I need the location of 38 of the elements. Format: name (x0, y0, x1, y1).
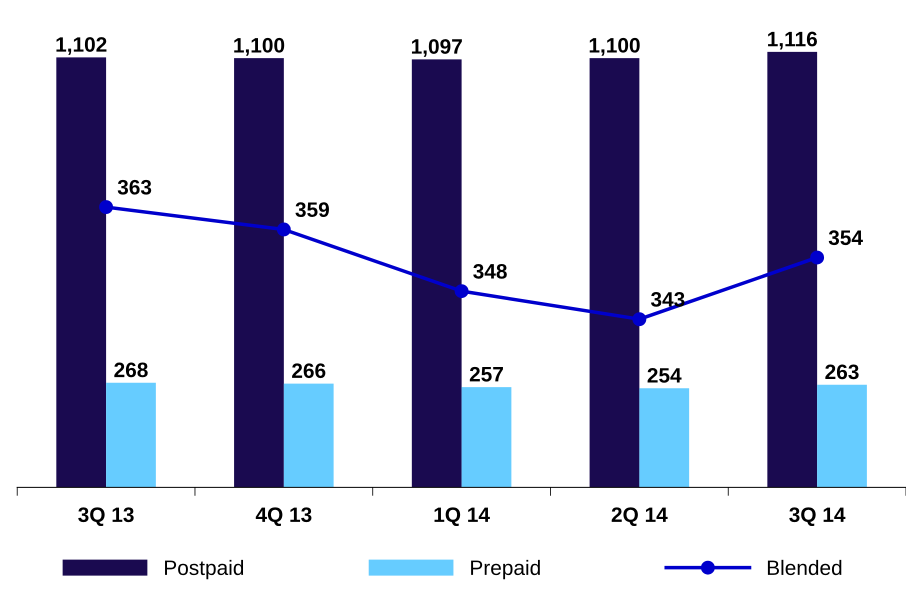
data-label: 268 (114, 362, 148, 378)
bar (590, 58, 640, 488)
bar (767, 52, 818, 488)
x-tick-label: 4Q 13 (256, 507, 312, 526)
data-label: 263 (825, 364, 859, 380)
point (454, 284, 469, 298)
x-tick-label: 3Q 13 (78, 507, 134, 526)
data-label: 254 (648, 368, 682, 383)
data-label: 266 (292, 363, 326, 378)
bar (234, 58, 284, 488)
bar (412, 59, 462, 488)
x-tick-label: 2Q 14 (612, 507, 668, 526)
point (99, 200, 114, 214)
data-label: 354 (828, 230, 863, 246)
data-label: 1,097 (412, 39, 462, 57)
point (276, 222, 291, 236)
point (632, 312, 646, 326)
bar (106, 382, 156, 488)
data-label: 257 (470, 366, 503, 382)
data-label: 348 (473, 264, 507, 279)
legend-label: Postpaid (165, 560, 244, 580)
data-label: 363 (118, 180, 152, 195)
data-label: 343 (650, 292, 684, 307)
x-tick-label: 3Q 14 (789, 507, 846, 526)
data-label: 1,100 (234, 38, 284, 56)
data-label: 1,116 (768, 32, 817, 50)
bar (462, 387, 512, 488)
x-tick-label: 1Q 14 (434, 507, 490, 526)
bar (639, 388, 690, 488)
bar (817, 384, 867, 488)
data-label: 1,102 (56, 37, 106, 55)
data-label: 359 (295, 202, 329, 218)
legend-label: Prepaid (471, 560, 540, 580)
bar (56, 57, 106, 488)
point (810, 250, 824, 264)
legend-label: Blended (768, 560, 842, 576)
data-label: 1,100 (590, 38, 640, 56)
bar (284, 384, 334, 488)
